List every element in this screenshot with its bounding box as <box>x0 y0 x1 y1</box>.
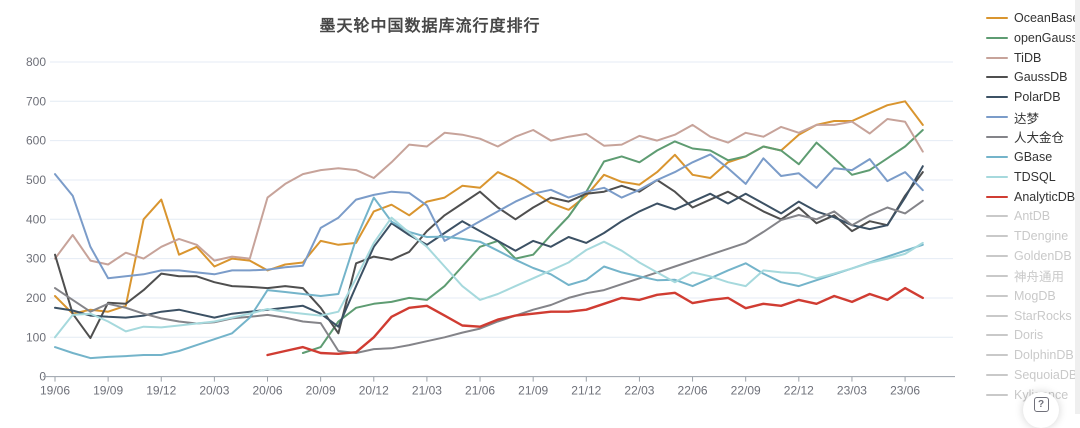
legend-item-达梦[interactable]: 达梦 <box>986 107 1078 127</box>
legend-item-openGauss[interactable]: openGauss <box>986 28 1078 48</box>
legend-item-神舟通用[interactable]: 神舟通用 <box>986 266 1078 286</box>
y-axis-label: 300 <box>26 252 46 266</box>
legend-line-icon <box>986 116 1008 119</box>
legend-item-Doris[interactable]: Doris <box>986 326 1078 346</box>
legend-item-GaussDB[interactable]: GaussDB <box>986 68 1078 88</box>
legend-label: 神舟通用 <box>1014 270 1065 285</box>
legend-label: DolphinDB <box>1014 348 1074 363</box>
legend-line-icon <box>986 96 1008 99</box>
y-axis-label: 800 <box>26 55 46 69</box>
legend-label: AnalyticDB <box>1014 189 1076 204</box>
x-axis-label: 20/06 <box>253 384 283 398</box>
legend-label: AntDB <box>1014 209 1051 224</box>
legend-line-icon <box>986 195 1008 198</box>
scrollbar-strip <box>1075 0 1080 414</box>
legend-item-PolarDB[interactable]: PolarDB <box>986 87 1078 107</box>
legend-line-icon <box>986 354 1008 357</box>
series-line-openGauss[interactable] <box>301 129 924 354</box>
legend-item-SequoiaDB[interactable]: SequoiaDB <box>986 365 1078 385</box>
legend-line-icon <box>986 16 1008 19</box>
x-axis-label: 21/12 <box>571 384 601 398</box>
x-axis-label: 19/09 <box>93 384 123 398</box>
legend-line-icon <box>986 334 1008 337</box>
legend-line-icon <box>986 36 1008 39</box>
series-line-GaussDB[interactable] <box>54 171 924 340</box>
x-axis-label: 19/06 <box>40 384 70 398</box>
legend-line-icon <box>986 135 1008 138</box>
legend-line-icon <box>986 175 1008 178</box>
x-axis-label: 22/09 <box>731 384 761 398</box>
x-axis-label: 22/03 <box>624 384 654 398</box>
series-line-PolarDB[interactable] <box>54 165 924 328</box>
y-axis-label: 400 <box>26 212 46 226</box>
legend-item-GBase[interactable]: GBase <box>986 147 1078 167</box>
legend-item-TiDB[interactable]: TiDB <box>986 48 1078 68</box>
legend-item-GoldenDB[interactable]: GoldenDB <box>986 246 1078 266</box>
legend-item-StarRocks[interactable]: StarRocks <box>986 306 1078 326</box>
legend-label: StarRocks <box>1014 308 1072 323</box>
legend-line-icon <box>986 374 1008 377</box>
series-line-GBase[interactable] <box>54 196 924 360</box>
y-axis-label: 500 <box>26 173 46 187</box>
x-axis-label: 21/09 <box>518 384 548 398</box>
x-axis-label: 20/12 <box>359 384 389 398</box>
legend-item-AntDB[interactable]: AntDB <box>986 206 1078 226</box>
series-line-OceanBase[interactable] <box>54 100 924 315</box>
legend-label: SequoiaDB <box>1014 368 1078 383</box>
series-line-AnalyticDB[interactable] <box>266 286 924 357</box>
series-line-TDSQL[interactable] <box>54 216 924 339</box>
legend-label: GoldenDB <box>1014 249 1072 264</box>
legend-item-AnalyticDB[interactable]: AnalyticDB <box>986 187 1078 207</box>
legend-label: OceanBase <box>1014 10 1080 25</box>
question-mark-icon: ? <box>1033 397 1049 412</box>
series-line-达梦[interactable] <box>54 153 924 280</box>
page-title: 墨天轮中国数据库流行度排行 <box>319 18 541 35</box>
legend-label: MogDB <box>1014 288 1056 303</box>
legend-item-人大金仓[interactable]: 人大金仓 <box>986 127 1078 147</box>
x-axis-label: 20/09 <box>306 384 336 398</box>
legend-line-icon <box>986 255 1008 258</box>
legend-line-icon <box>986 56 1008 59</box>
x-axis-label: 19/12 <box>146 384 176 398</box>
legend-label: TDSQL <box>1014 169 1056 184</box>
x-axis-label: 22/12 <box>784 384 814 398</box>
x-axis-label: 21/03 <box>412 384 442 398</box>
legend-item-TDSQL[interactable]: TDSQL <box>986 167 1078 187</box>
legend-line-icon <box>986 393 1008 396</box>
x-axis-label: 23/06 <box>890 384 920 398</box>
legend-label: TDengine <box>1014 229 1069 244</box>
y-axis-label: 100 <box>26 330 46 344</box>
help-button[interactable]: ? <box>1023 392 1059 428</box>
legend-label: 人大金仓 <box>1014 131 1065 146</box>
legend-line-icon <box>986 314 1008 317</box>
legend-label: Doris <box>1014 328 1044 343</box>
legend: OceanBase openGauss TiDB GaussDB PolarDB 达梦人大… <box>986 8 1080 405</box>
y-axis-label: 200 <box>26 291 46 305</box>
x-axis-label: 23/03 <box>837 384 867 398</box>
legend-line-icon <box>986 76 1008 79</box>
legend-item-TDengine[interactable]: TDengine <box>986 226 1078 246</box>
legend-label: 达梦 <box>1014 111 1040 126</box>
legend-item-MogDB[interactable]: MogDB <box>986 286 1078 306</box>
legend-item-OceanBase[interactable]: OceanBase <box>986 8 1080 28</box>
x-axis-label: 22/06 <box>678 384 708 398</box>
legend-line-icon <box>986 215 1008 218</box>
y-axis-label: 600 <box>26 134 46 148</box>
legend-label: TiDB <box>1014 50 1042 65</box>
chart-canvas: 0 100 200 300 400 500 600 700 800 19/06 19/09 19/12… <box>26 55 955 398</box>
legend-label: PolarDB <box>1014 90 1061 105</box>
series-line-TiDB[interactable] <box>54 118 924 266</box>
x-axis-label: 20/03 <box>199 384 229 398</box>
legend-label: GBase <box>1014 149 1053 164</box>
y-axis-label: 700 <box>26 94 46 108</box>
legend-item-DolphinDB[interactable]: DolphinDB <box>986 345 1078 365</box>
legend-label: GaussDB <box>1014 70 1068 85</box>
legend-line-icon <box>986 274 1008 277</box>
legend-line-icon <box>986 235 1008 238</box>
y-axis-label: 0 <box>39 370 46 384</box>
legend-line-icon <box>986 155 1008 158</box>
legend-label: openGauss <box>1014 30 1078 45</box>
legend-line-icon <box>986 294 1008 297</box>
x-axis-label: 21/06 <box>465 384 495 398</box>
